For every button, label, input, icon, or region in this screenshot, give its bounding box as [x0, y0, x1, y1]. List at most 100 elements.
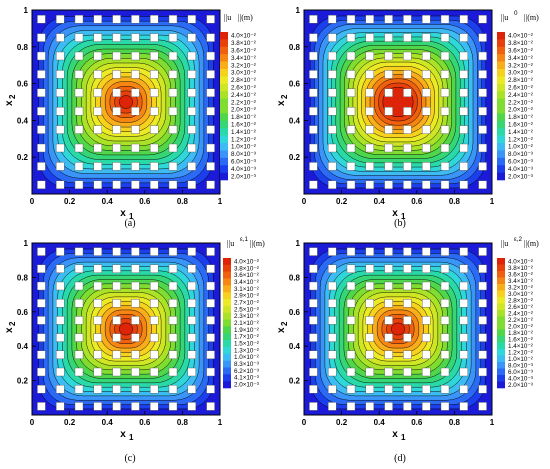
y-tick-label: 0.4: [289, 342, 301, 351]
inclusion-hole: [328, 247, 337, 256]
inclusion-hole: [478, 385, 487, 394]
inclusion-hole: [131, 14, 140, 24]
legend-value: 2.0×10⁻²: [508, 323, 533, 330]
inclusion-hole: [422, 247, 431, 256]
inclusion-hole: [93, 70, 103, 79]
inclusion-hole: [309, 106, 318, 116]
inclusion-hole: [187, 51, 197, 61]
legend-value: 2.4×10⁻²: [508, 92, 533, 99]
inclusion-hole: [440, 299, 450, 308]
inclusion-hole: [56, 247, 65, 256]
inclusion-hole: [346, 51, 356, 61]
inclusion-hole: [206, 402, 215, 411]
inclusion-hole: [328, 70, 337, 79]
inclusion-hole: [112, 51, 121, 61]
x-tick-label: 0: [30, 197, 35, 206]
inclusion-hole: [37, 281, 46, 291]
inclusion-hole: [459, 162, 468, 171]
inclusion-hole: [365, 70, 374, 79]
legend-title-unit: ||(m): [238, 13, 253, 22]
inclusion-hole: [309, 33, 318, 42]
inclusion-hole: [478, 143, 487, 153]
legend-swatch: [223, 264, 231, 272]
inclusion-hole: [478, 367, 487, 377]
inclusion-hole: [440, 88, 450, 98]
inclusion-hole: [309, 14, 318, 24]
x-tick-label: 0.2: [64, 197, 76, 206]
inclusion-hole: [206, 180, 215, 190]
legend-value: 2.8×10⁻²: [508, 77, 533, 84]
inclusion-hole: [206, 264, 215, 273]
inclusion-hole: [56, 333, 65, 342]
y-tick-label: 0.8: [17, 273, 29, 282]
inclusion-hole: [365, 180, 374, 190]
inclusion-hole: [168, 333, 178, 342]
inclusion-hole: [422, 316, 431, 325]
inclusion-hole: [403, 247, 412, 256]
inclusion-hole: [187, 33, 197, 42]
inclusion-hole: [168, 402, 178, 411]
y-tick-label: 0.2: [289, 153, 301, 162]
inclusion-hole: [112, 299, 121, 308]
inclusion-hole: [365, 162, 374, 171]
inclusion-hole: [131, 350, 140, 359]
legend-swatch: [220, 46, 228, 55]
x-axis-label: x: [392, 208, 398, 219]
inclusion-hole: [112, 316, 121, 325]
inclusion-hole: [37, 333, 46, 342]
inclusion-hole: [37, 70, 46, 79]
legend-value: 2.3×10⁻²: [234, 313, 259, 320]
legend-swatch: [497, 157, 505, 166]
inclusion-hole: [56, 350, 65, 359]
legend-value: 2.2×10⁻²: [231, 99, 256, 106]
legend-swatch: [497, 355, 505, 363]
legend-swatch: [497, 39, 505, 48]
inclusion-hole: [422, 402, 431, 411]
y-tick-label: 0.6: [289, 308, 301, 317]
inclusion-hole: [459, 143, 468, 153]
inclusion-hole: [478, 350, 487, 359]
legend-value: 1.2×10⁻²: [231, 136, 256, 143]
inclusion-hole: [365, 367, 374, 377]
y-axis-label-sub: 2: [8, 94, 17, 99]
inclusion-hole: [93, 180, 103, 190]
legend-value: 2.6×10⁻²: [231, 85, 256, 92]
inclusion-hole: [37, 350, 46, 359]
inclusion-hole: [168, 180, 178, 190]
legend-value: 4.0×10⁻³: [508, 166, 533, 173]
inclusion-hole: [365, 316, 374, 325]
x-tick-label: 1: [490, 418, 495, 427]
legend-value: 3.0×10⁻²: [508, 70, 533, 77]
inclusion-hole: [365, 125, 374, 134]
inclusion-hole: [149, 162, 159, 171]
inclusion-hole: [93, 106, 103, 116]
inclusion-hole: [112, 350, 121, 359]
inclusion-hole: [384, 402, 393, 411]
legend-swatch: [497, 69, 505, 77]
inclusion-hole: [187, 125, 197, 134]
legend-swatch: [497, 46, 505, 55]
inclusion-hole: [384, 264, 393, 273]
inclusion-hole: [149, 350, 159, 359]
inclusion-hole: [440, 367, 450, 377]
inclusion-hole: [149, 125, 159, 134]
inclusion-hole: [112, 143, 121, 153]
inclusion-hole: [206, 162, 215, 171]
inclusion-hole: [93, 143, 103, 153]
legend-value: 3.4×10⁻²: [508, 278, 533, 285]
inclusion-hole: [56, 180, 65, 190]
inclusion-hole: [149, 299, 159, 308]
legend-value: 4.0×10⁻³: [508, 375, 533, 382]
inclusion-hole: [384, 125, 393, 134]
contour-field: [32, 243, 220, 415]
x-tick-label: 0.4: [102, 197, 114, 206]
inclusion-hole: [459, 281, 468, 291]
inclusion-hole: [365, 385, 374, 394]
inclusion-hole: [37, 402, 46, 411]
legend-swatch: [223, 360, 231, 368]
legend-swatch: [497, 310, 505, 317]
legend-title: ||u: [501, 239, 508, 248]
legend-value: 1.4×10⁻²: [508, 343, 533, 350]
inclusion-hole: [384, 367, 393, 377]
x-axis-label: x: [120, 208, 126, 219]
